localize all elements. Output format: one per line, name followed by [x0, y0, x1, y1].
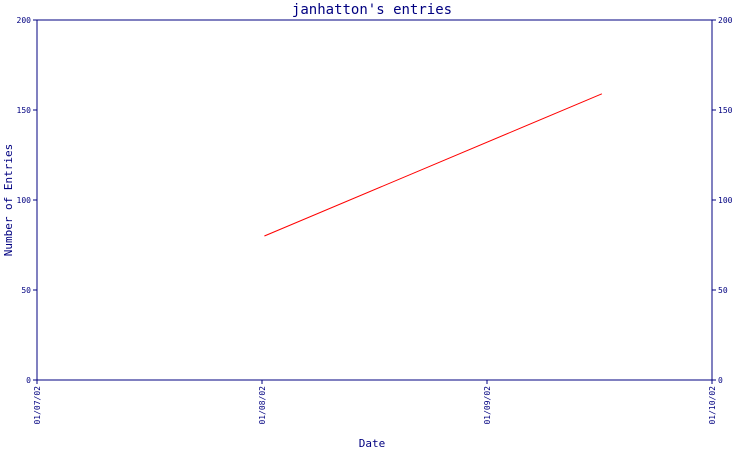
y-tick-label-left: 0 [26, 376, 31, 385]
y-tick-label-left: 200 [17, 16, 32, 25]
x-tick-label: 01/10/02 [708, 386, 717, 425]
x-tick-label: 01/07/02 [33, 386, 42, 425]
y-tick-label-right: 150 [718, 106, 733, 115]
plot-frame [36, 19, 713, 381]
y-tick-label-left: 150 [17, 106, 32, 115]
x-axis-label: Date [359, 437, 386, 450]
chart-title: janhatton's entries [292, 2, 452, 18]
series-line-0 [264, 93, 603, 237]
ticks-layer: 0 0 50 50 100 100 150 150 200 200 01/07/02 01/08/02… [17, 16, 733, 425]
y-tick-label-right: 200 [718, 16, 733, 25]
series-layer [264, 93, 603, 237]
x-tick-label: 01/09/02 [483, 386, 492, 425]
y-axis-label: Number of Entries [2, 144, 15, 257]
x-tick-label: 01/08/02 [258, 386, 267, 425]
y-tick-label-right: 50 [718, 286, 728, 295]
y-tick-label-left: 50 [21, 286, 31, 295]
y-tick-label-right: 0 [718, 376, 723, 385]
y-tick-label-left: 100 [17, 196, 32, 205]
y-tick-label-right: 100 [718, 196, 733, 205]
